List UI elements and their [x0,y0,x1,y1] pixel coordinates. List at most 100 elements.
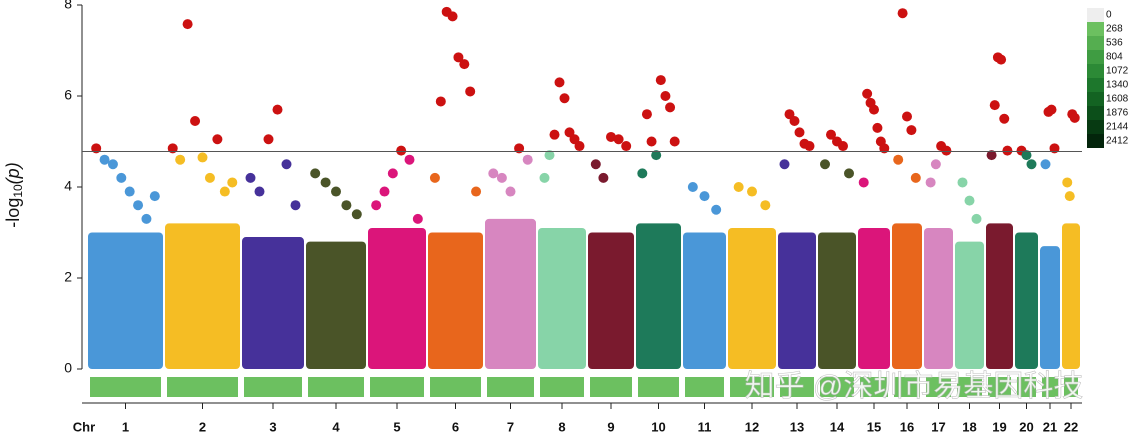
snp-point [341,200,352,211]
snp-point [141,213,152,224]
x-tick-label: 6 [452,419,459,434]
snp-point [964,195,975,206]
x-tick-label: 11 [698,419,712,434]
snp-point [641,109,652,120]
snp-point [820,159,830,170]
snp-density-bar [894,377,920,397]
density-bulk [538,227,586,369]
density-bulk [242,237,304,369]
density-bulk [924,227,953,369]
density-bulk [892,223,922,369]
snp-point [505,186,516,197]
x-tick-label: 13 [790,419,804,434]
snp-point [459,59,470,70]
density-bulk [636,223,681,369]
snp-point [465,86,476,97]
density-legend-label: 2412 [1106,136,1129,147]
snp-point [351,209,362,220]
density-legend-swatch [1087,120,1104,134]
density-legend-swatch [1087,92,1104,106]
density-legend-label: 0 [1106,10,1112,21]
x-tick-label: 15 [867,419,881,434]
density-legend-swatch [1087,106,1104,120]
snp-point [1040,159,1051,170]
snp-point [838,141,848,152]
y-tick-label: 0 [64,360,72,376]
snp-point [471,186,482,197]
density-legend-swatch [1087,78,1104,92]
snp-point [779,159,790,170]
density-bulk [428,232,483,369]
snp-point [637,168,648,179]
snp-point [91,143,102,154]
density-bulk [485,218,536,369]
snp-point [387,168,398,179]
density-legend-swatch [1087,36,1104,50]
snp-point [254,186,265,197]
snp-point [1026,159,1037,170]
snp-point [930,159,941,170]
snp-point [133,200,144,211]
snp-point [789,116,800,127]
x-tick-label: 5 [393,419,400,434]
snp-point [660,91,671,101]
snp-point [613,134,624,145]
density-legend-swatch [1087,50,1104,64]
snp-point [116,172,127,183]
snp-point [858,177,869,188]
snp-point [412,213,423,224]
x-tick-label: 18 [962,419,976,434]
snp-point [1064,191,1075,202]
snp-point [665,102,676,113]
x-tick-label: 7 [507,419,514,434]
density-legend-swatch [1087,22,1104,36]
snp-density-bar [90,377,161,397]
snp-point [646,136,657,147]
snp-point [1046,104,1057,115]
snp-density-bar [860,377,888,397]
snp-point [651,150,662,161]
snp-point [986,150,997,161]
snp-point [844,168,854,179]
snp-density-bar [590,377,632,397]
snp-point [1002,145,1013,156]
x-tick-label: 10 [651,419,665,434]
snp-density-bar [988,377,1011,397]
snp-point [263,134,274,145]
snp-point [167,143,178,154]
snp-point [826,129,836,140]
snp-point [219,186,230,197]
snp-density-bar [167,377,238,397]
snp-point [606,131,616,142]
snp-point [514,143,525,154]
snp-point [925,177,936,188]
snp-point [598,172,609,183]
snp-point [574,141,585,152]
snp-point [272,104,283,115]
snp-point [872,122,883,133]
snp-point [989,100,1000,111]
density-bulk [818,232,856,369]
density-bulk [858,227,890,369]
snp-point [212,134,223,145]
snp-point [794,127,805,138]
snp-point [655,75,666,86]
snp-point [902,111,912,122]
density-legend-swatch [1087,8,1104,22]
snp-point [371,200,382,211]
density-bulk [1040,246,1060,369]
density-legend-label: 1340 [1106,80,1129,91]
snp-point [554,77,565,88]
snp-point [893,154,904,165]
y-tick-label: 6 [64,87,72,103]
density-legend-label: 268 [1106,24,1123,35]
snp-point [522,154,533,165]
snp-density-bar [685,377,724,397]
snp-point [197,152,208,163]
snp-point [879,143,890,154]
snp-density-bar [1064,377,1078,397]
snp-density-bar [780,377,814,397]
snp-point [124,186,135,197]
snp-point [182,19,193,30]
snp-point [999,113,1010,124]
